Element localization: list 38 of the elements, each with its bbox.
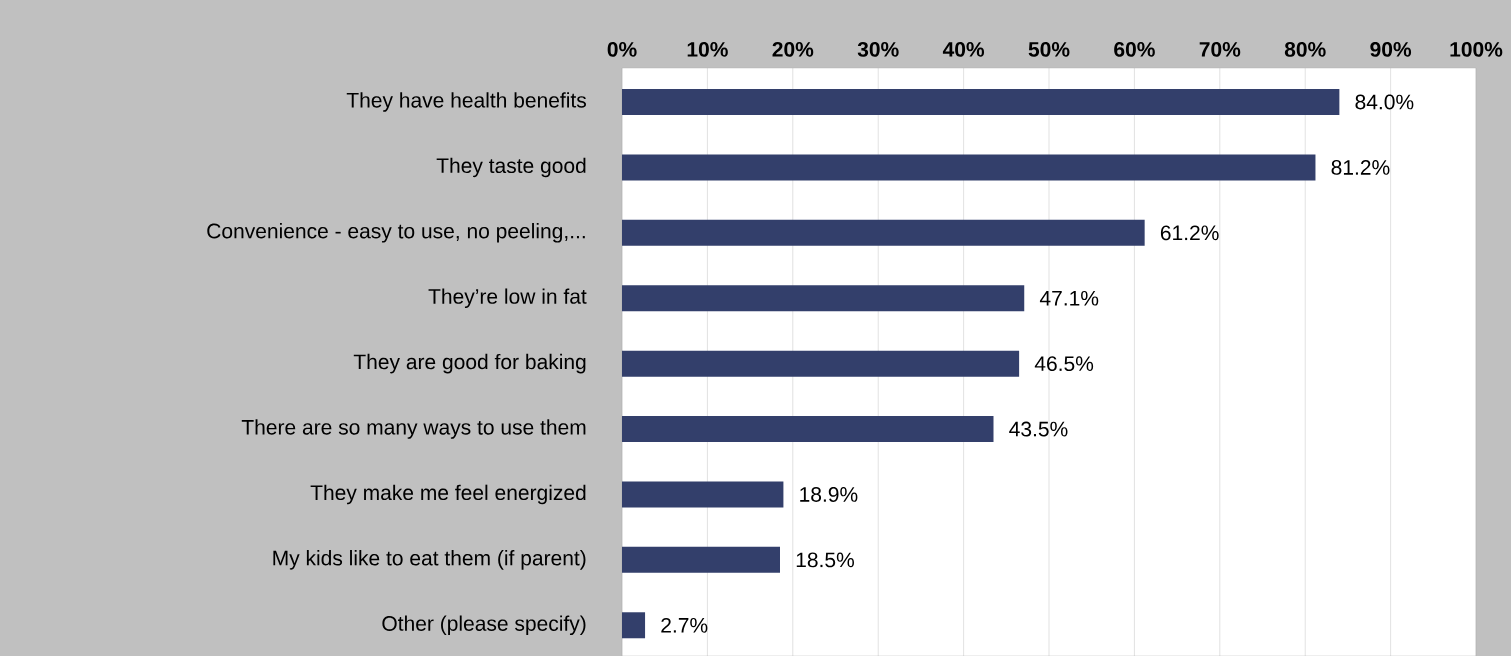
x-tick-label: 70% xyxy=(1199,41,1241,57)
data-label: 81.2% xyxy=(1331,159,1390,175)
bar xyxy=(622,350,1020,377)
y-tick-label: They are good for baking xyxy=(353,353,586,374)
x-tick-label: 80% xyxy=(1284,41,1326,57)
bar xyxy=(622,285,1025,312)
bar xyxy=(622,415,994,442)
y-tick-label: Convenience - easy to use, no peeling,... xyxy=(207,222,585,243)
y-tick-label: Other (please specify) xyxy=(382,615,586,635)
bar xyxy=(622,154,1316,181)
bar xyxy=(622,612,646,639)
data-label: 84.0% xyxy=(1355,94,1414,110)
data-label: 2.7% xyxy=(661,617,708,633)
data-label: 18.9% xyxy=(800,486,858,502)
x-tick-label: 0% xyxy=(607,41,637,57)
y-tick-label: My kids like to eat them (if parent) xyxy=(273,549,586,570)
y-tick-label: There are so many ways to use them xyxy=(241,419,586,439)
x-tick-label: 50% xyxy=(1028,41,1070,57)
bar xyxy=(622,546,780,573)
x-tick-label: 10% xyxy=(687,41,728,57)
bar xyxy=(622,481,784,508)
y-tick-label: They make me feel energized xyxy=(310,484,586,505)
x-tick-label: 40% xyxy=(942,41,985,57)
data-label: 18.5% xyxy=(796,552,854,568)
x-tick-label: 60% xyxy=(1114,41,1155,57)
data-label: 47.1% xyxy=(1039,290,1099,306)
data-label: 43.5% xyxy=(1009,421,1068,437)
bar xyxy=(622,88,1340,115)
x-tick-label: 100% xyxy=(1450,41,1503,57)
y-tick-label: They’re low in fat xyxy=(428,288,587,308)
x-tick-label: 20% xyxy=(772,41,814,57)
y-tick-label: They have health benefits xyxy=(346,92,586,112)
data-label: 61.2% xyxy=(1160,225,1219,241)
data-label: 46.5% xyxy=(1034,356,1094,371)
x-tick-label: 30% xyxy=(857,41,899,57)
y-tick-label: They taste good xyxy=(436,157,586,178)
bar xyxy=(622,219,1145,246)
x-tick-label: 90% xyxy=(1370,41,1412,57)
